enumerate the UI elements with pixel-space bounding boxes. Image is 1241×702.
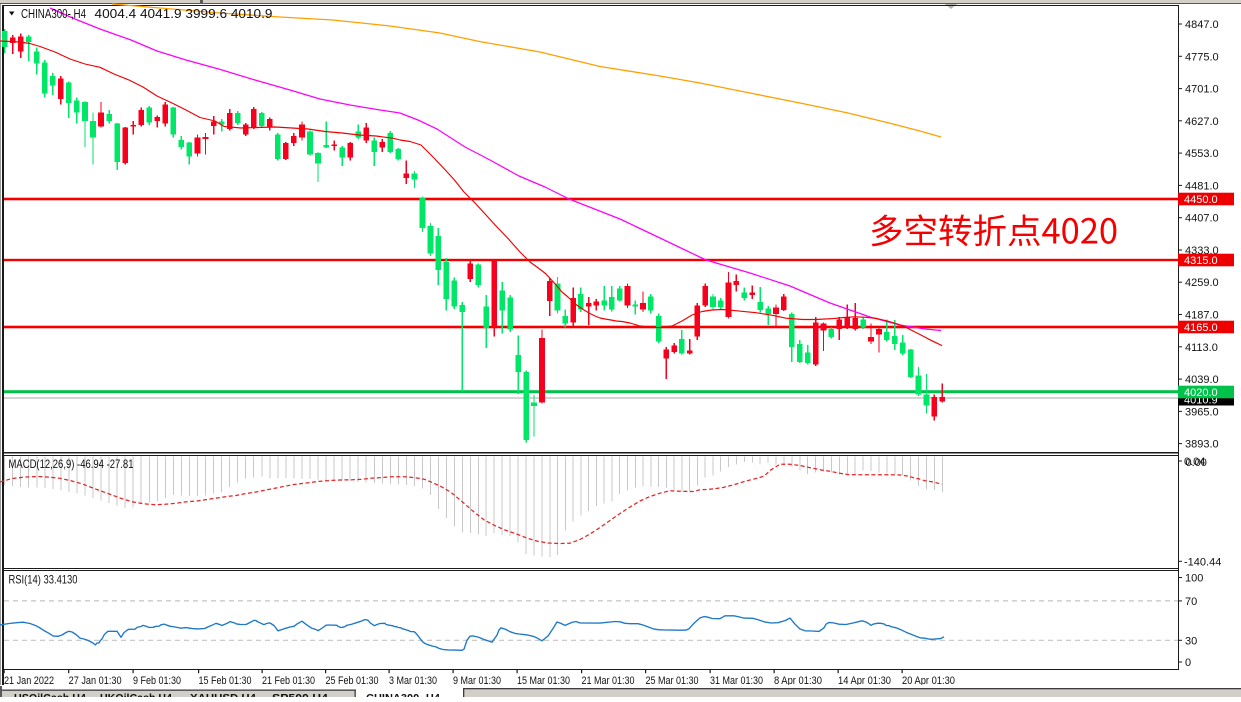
svg-text:0: 0 xyxy=(1185,657,1191,669)
svg-text:8 Apr 01:30: 8 Apr 01:30 xyxy=(774,675,822,687)
svg-text:0.00: 0.00 xyxy=(1186,457,1207,469)
svg-text:30: 30 xyxy=(1185,635,1197,647)
svg-text:20 Apr 01:30: 20 Apr 01:30 xyxy=(902,675,955,687)
svg-text:XAUUSD,H4: XAUUSD,H4 xyxy=(190,693,257,698)
svg-text:31 Mar 01:30: 31 Mar 01:30 xyxy=(710,675,763,687)
svg-text:UKOilCash,H4: UKOilCash,H4 xyxy=(100,693,173,698)
svg-text:3893.0: 3893.0 xyxy=(1185,439,1219,451)
svg-text:CHINA300-,H4: CHINA300-,H4 xyxy=(21,7,86,21)
svg-text:4113.0: 4113.0 xyxy=(1185,342,1218,354)
svg-text:4020.0: 4020.0 xyxy=(1184,387,1218,399)
svg-text:27 Jan 01:30: 27 Jan 01:30 xyxy=(69,675,122,687)
svg-text:100: 100 xyxy=(1185,573,1203,585)
svg-text:4315.0: 4315.0 xyxy=(1184,255,1218,267)
svg-text:4450.0: 4450.0 xyxy=(1184,194,1218,206)
svg-text:4187.0: 4187.0 xyxy=(1185,310,1219,322)
svg-text:9 Feb 01:30: 9 Feb 01:30 xyxy=(133,675,181,687)
svg-text:RSI(14) 33.4130: RSI(14) 33.4130 xyxy=(9,573,78,587)
svg-text:4407.0: 4407.0 xyxy=(1185,213,1219,225)
svg-text:4165.0: 4165.0 xyxy=(1184,322,1218,334)
svg-text:3965.0: 3965.0 xyxy=(1185,406,1219,418)
svg-text:4775.0: 4775.0 xyxy=(1185,51,1219,63)
svg-text:25 Mar 01:30: 25 Mar 01:30 xyxy=(646,675,699,687)
svg-text:-140.44: -140.44 xyxy=(1184,556,1221,568)
svg-text:USOilCash,H4: USOilCash,H4 xyxy=(14,693,87,698)
svg-text:4847.0: 4847.0 xyxy=(1185,19,1219,31)
svg-text:4481.0: 4481.0 xyxy=(1185,180,1219,192)
svg-text:21 Mar 01:30: 21 Mar 01:30 xyxy=(582,675,635,687)
svg-text:15 Mar 01:30: 15 Mar 01:30 xyxy=(517,675,570,687)
svg-text:9 Mar 01:30: 9 Mar 01:30 xyxy=(453,675,501,687)
svg-text:4627.0: 4627.0 xyxy=(1185,116,1219,128)
svg-text:MACD(12,26,9) -46.94 -27.81: MACD(12,26,9) -46.94 -27.81 xyxy=(9,457,134,471)
svg-text:14 Apr 01:30: 14 Apr 01:30 xyxy=(838,675,891,687)
svg-text:15 Feb 01:30: 15 Feb 01:30 xyxy=(199,675,252,687)
svg-text:25 Feb 01:30: 25 Feb 01:30 xyxy=(326,675,379,687)
svg-text:3 Mar 01:30: 3 Mar 01:30 xyxy=(389,675,437,687)
svg-text:CHINA300-,H4: CHINA300-,H4 xyxy=(366,693,441,698)
svg-text:21 Jan 2022: 21 Jan 2022 xyxy=(4,675,54,687)
svg-text:4004.4 4041.9 3999.6 4010.9: 4004.4 4041.9 3999.6 4010.9 xyxy=(95,7,273,21)
svg-text:4039.0: 4039.0 xyxy=(1185,374,1219,386)
svg-text:SP500,H4: SP500,H4 xyxy=(272,693,329,698)
svg-text:70: 70 xyxy=(1185,596,1197,608)
svg-text:0.04: 0.04 xyxy=(1184,456,1205,468)
svg-text:4701.0: 4701.0 xyxy=(1185,84,1219,96)
svg-text:4259.0: 4259.0 xyxy=(1185,277,1219,289)
svg-text:21 Feb 01:30: 21 Feb 01:30 xyxy=(262,675,315,687)
svg-text:4553.0: 4553.0 xyxy=(1185,148,1219,160)
